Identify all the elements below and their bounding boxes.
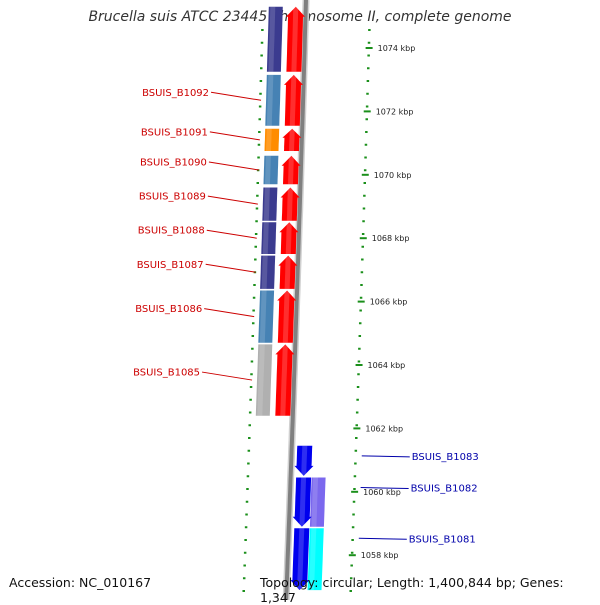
cds-highlight (301, 445, 308, 476)
cds-highlight (299, 477, 307, 527)
cog-highlight (262, 222, 269, 254)
cog-block (261, 222, 277, 254)
gene-labels: BSUIS_B1092 BSUIS_B1091 BSUIS_B1090 BSUIS_B… (133, 88, 479, 545)
cog-block (265, 74, 281, 126)
cds-arrow (292, 477, 312, 527)
cds-highlight (289, 128, 295, 151)
gene-label: BSUIS_B1088 (138, 226, 205, 237)
cog-highlight (259, 290, 267, 343)
gene-label-leader (361, 455, 410, 458)
cds-arrow (294, 445, 314, 476)
cds-arrow (280, 187, 300, 221)
backbone-line (284, 0, 308, 600)
genome-stats-text: Topology: circular; Length: 1,400,844 bp… (260, 575, 564, 605)
scale-tick-label: 1066 kbp (370, 298, 408, 307)
cog-highlight (263, 187, 270, 221)
cog-block (262, 187, 278, 221)
gene-label-leader (360, 487, 409, 490)
scale-tick-label: 1074 kbp (378, 44, 416, 53)
cog-highlight (261, 255, 268, 289)
gene-label-leader (206, 229, 257, 239)
gene-label: BSUIS_B1086 (135, 304, 202, 315)
cog-highlight (309, 528, 317, 591)
scale-tick-label: 1058 kbp (361, 551, 399, 560)
cog-block (307, 528, 324, 591)
scale-tick-label: 1060 kbp (363, 488, 401, 497)
cds-arrow (286, 6, 305, 72)
gene-label-leader (205, 263, 256, 273)
gene-label: BSUIS_B1090 (140, 158, 207, 169)
scale-tick-label: 1068 kbp (372, 234, 410, 243)
cds-highlight (286, 187, 293, 221)
gene-label-leader (358, 537, 407, 540)
gene-label-leader (209, 131, 260, 141)
cog-block (309, 477, 326, 527)
cds-highlight (285, 222, 292, 254)
outer-tick-marks (349, 29, 371, 592)
scale-tick-label: 1070 kbp (374, 171, 412, 180)
cog-highlight (268, 6, 276, 72)
gene-label: BSUIS_B1083 (412, 452, 479, 463)
cds-highlight (297, 528, 305, 591)
cog-block (266, 6, 283, 72)
gene-label-leader (207, 195, 258, 205)
cds-arrow (275, 344, 295, 416)
cds-arrow (279, 222, 299, 254)
cog-highlight (266, 128, 272, 151)
accession-text: Accession: NC_010167 (9, 575, 152, 590)
gene-label: BSUIS_B1087 (137, 260, 204, 271)
scale-tick-label: 1072 kbp (376, 107, 414, 116)
cog-highlight (266, 74, 274, 126)
backbone (282, 0, 310, 600)
cog-block (255, 344, 273, 416)
gene-label: BSUIS_B1081 (409, 534, 476, 545)
cog-highlight (265, 155, 271, 185)
gene-label: BSUIS_B1091 (141, 127, 208, 138)
cds-highlight (289, 74, 297, 126)
cog-block (258, 290, 275, 343)
cds-highlight (288, 155, 294, 185)
cog-block (263, 155, 279, 185)
cog-track (255, 6, 326, 591)
gene-label: BSUIS_B1082 (411, 484, 478, 495)
cds-arrow (284, 74, 303, 126)
gene-label-leader (210, 91, 262, 101)
cds-arrow (281, 155, 301, 185)
gene-label-leader (204, 308, 255, 318)
cds-highlight (280, 344, 288, 416)
cds-arrow (290, 528, 310, 591)
scale-tick-label: 1064 kbp (368, 361, 406, 370)
gene-label-leader (201, 371, 253, 381)
cog-block (264, 128, 280, 151)
scale-tick-label: 1062 kbp (365, 424, 403, 433)
cog-block (260, 255, 276, 289)
gene-label: BSUIS_B1085 (133, 368, 200, 379)
cds-highlight (282, 290, 290, 343)
kbp-labels: 1074 kbp 1072 kbp 1070 kbp 1068 kbp 1066 kbp… (348, 44, 416, 560)
cds-arrow (277, 290, 297, 343)
cog-highlight (311, 477, 319, 527)
gene-label-leader (208, 161, 259, 171)
cds-track (275, 6, 314, 591)
inner-tick-marks (242, 29, 264, 592)
gene-label: BSUIS_B1089 (139, 192, 206, 203)
gene-label: BSUIS_B1092 (142, 88, 209, 99)
cog-highlight (257, 344, 265, 416)
cds-arrow (278, 255, 298, 289)
cds-highlight (291, 6, 299, 72)
cds-arrow (282, 128, 302, 151)
cds-highlight (284, 255, 291, 289)
